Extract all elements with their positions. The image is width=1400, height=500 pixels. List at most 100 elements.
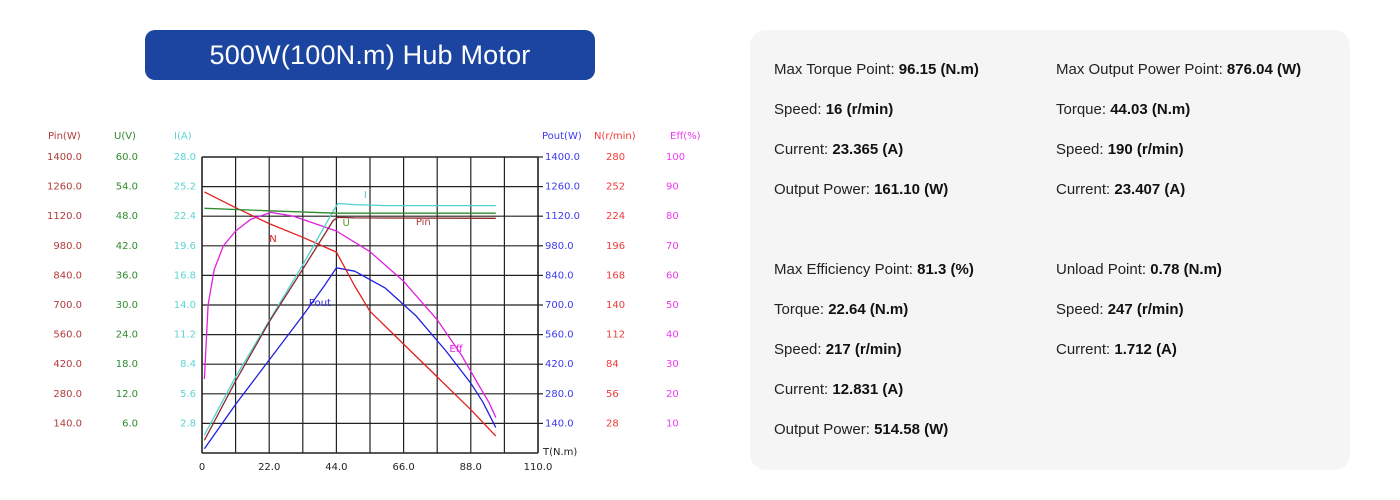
series-line-eff (203, 211, 497, 418)
axis-tick-label: 224 (606, 211, 625, 222)
max-torque-current: Current: 23.365 (A) (774, 141, 904, 158)
chart-title: 500W(100N.m) Hub Motor (209, 39, 531, 70)
axis-tick-label: 54.0 (116, 182, 138, 193)
axis-tick-label: 84 (606, 359, 619, 370)
axis-tick-label: 42.0 (116, 241, 138, 252)
x-tick-label: 0 (199, 462, 205, 473)
axis-tick-label: 168 (606, 270, 625, 281)
axis-tick-label: 60.0 (116, 152, 138, 163)
axis-tick-label: 60 (666, 270, 679, 281)
axis-tick-label: 1260.0 (545, 182, 580, 193)
series-line-pin (203, 216, 496, 441)
axis-tick-label: 2.8 (180, 418, 196, 429)
max-torque-speed: Speed: 16 (r/min) (774, 101, 894, 118)
axis-tick-label: 420.0 (53, 359, 82, 370)
x-tick-label: 44.0 (325, 462, 347, 473)
axis-tick-label: 56 (606, 389, 619, 400)
axis-tick-label: 18.0 (116, 359, 138, 370)
x-tick-label: 66.0 (392, 462, 414, 473)
axis-tick-label: 560.0 (53, 330, 82, 341)
axis-tick-label: 48.0 (116, 211, 138, 222)
axis-title-eff: Eff(%) (670, 131, 701, 142)
axis-tick-label: 1120.0 (47, 211, 82, 222)
unload-speed: Speed: 247 (r/min) (1056, 301, 1184, 318)
axis-tick-label: 420.0 (545, 359, 574, 370)
axis-title-pinw: Pin(W) (48, 131, 81, 142)
axis-title-uv: U(V) (114, 131, 136, 142)
curve-label-i: I (364, 190, 367, 201)
axis-tick-label: 196 (606, 241, 625, 252)
axis-tick-label: 980.0 (53, 241, 82, 252)
axis-tick-label: 280.0 (545, 389, 574, 400)
axis-title-ia: I(A) (174, 131, 192, 142)
axis-tick-label: 140.0 (545, 418, 574, 429)
x-tick-label: 22.0 (258, 462, 280, 473)
axis-title-nrmin: N(r/min) (594, 131, 636, 142)
axis-tick-label: 6.0 (122, 418, 138, 429)
axis-tick-label: 8.4 (180, 359, 196, 370)
curve-label-n: N (269, 234, 276, 245)
x-tick-label: 88.0 (460, 462, 482, 473)
motor-performance-chart: Pin(W) 1400.0 1260.0 1120.0 980.0 840.0 700.0 5… (47, 131, 701, 473)
axis-tick-label: 11.2 (174, 330, 196, 341)
stats-panel: Max Torque Point: 96.15 (N.m) Speed: 16 … (750, 30, 1350, 470)
max-output-power-speed: Speed: 190 (r/min) (1056, 141, 1184, 158)
axis-tick-label: 24.0 (116, 330, 138, 341)
series-line-u (204, 207, 496, 214)
axis-tick-label: 25.2 (174, 182, 196, 193)
axis-tick-label: 1400.0 (545, 152, 580, 163)
max-efficiency-current: Current: 12.831 (A) (774, 381, 904, 398)
axis-tick-label: 28.0 (174, 152, 196, 163)
axis-tick-label: 5.6 (180, 389, 196, 400)
axis-tick-label: 280.0 (53, 389, 82, 400)
axis-tick-label: 10 (666, 418, 679, 429)
series-line-i (203, 202, 496, 436)
axis-tick-label: 112 (606, 330, 625, 341)
axis-tick-label: 140 (606, 300, 625, 311)
max-output-power-torque: Torque: 44.03 (N.m) (1056, 101, 1191, 118)
axis-tick-label: 30 (666, 359, 679, 370)
axis-tick-label: 40 (666, 330, 679, 341)
axis-tick-label: 30.0 (116, 300, 138, 311)
x-tick-label: 110.0 (524, 462, 553, 473)
axis-tick-label: 80 (666, 211, 679, 222)
max-efficiency-output-power: Output Power: 514.58 (W) (774, 421, 949, 438)
axis-tick-label: 22.4 (174, 211, 196, 222)
axis-tick-label: 560.0 (545, 330, 574, 341)
series-line-n (204, 191, 497, 437)
axis-tick-label: 280 (606, 152, 625, 163)
axis-tick-label: 840.0 (53, 270, 82, 281)
x-axis-title: T(N.m) (542, 447, 577, 458)
axis-tick-label: 12.0 (116, 389, 138, 400)
axis-tick-label: 28 (606, 418, 619, 429)
axis-tick-label: 980.0 (545, 241, 574, 252)
axis-title-poutw: Pout(W) (542, 131, 582, 142)
max-efficiency-heading: Max Efficiency Point: 81.3 (%) (774, 261, 974, 278)
axis-tick-label: 90 (666, 182, 679, 193)
curve-label-eff: Eff (449, 344, 463, 355)
axis-tick-label: 1400.0 (47, 152, 82, 163)
chart-title-badge: 500W(100N.m) Hub Motor (145, 30, 595, 80)
max-output-power-heading: Max Output Power Point: 876.04 (W) (1056, 61, 1302, 78)
axis-tick-label: 36.0 (116, 270, 138, 281)
axis-tick-label: 700.0 (545, 300, 574, 311)
series-line-pout (203, 267, 497, 450)
curve-label-u: U (343, 218, 350, 229)
unload-heading: Unload Point: 0.78 (N.m) (1056, 261, 1222, 278)
max-output-power-current: Current: 23.407 (A) (1056, 181, 1186, 198)
axis-tick-label: 19.6 (174, 241, 196, 252)
axis-tick-label: 700.0 (53, 300, 82, 311)
axis-tick-label: 252 (606, 182, 625, 193)
axis-tick-label: 50 (666, 300, 679, 311)
axis-tick-label: 16.8 (174, 270, 196, 281)
axis-tick-label: 1260.0 (47, 182, 82, 193)
axis-tick-label: 1120.0 (545, 211, 580, 222)
curve-label-pin: Pin (416, 217, 431, 228)
axis-tick-label: 840.0 (545, 270, 574, 281)
curve-label-pout: Pout (309, 298, 331, 309)
axis-tick-label: 140.0 (53, 418, 82, 429)
max-torque-heading: Max Torque Point: 96.15 (N.m) (774, 61, 979, 78)
unload-current: Current: 1.712 (A) (1056, 341, 1177, 358)
chart-canvas: Pin(W) 1400.0 1260.0 1120.0 980.0 840.0 700.0 5… (47, 131, 701, 473)
max-efficiency-torque: Torque: 22.64 (N.m) (774, 301, 909, 318)
